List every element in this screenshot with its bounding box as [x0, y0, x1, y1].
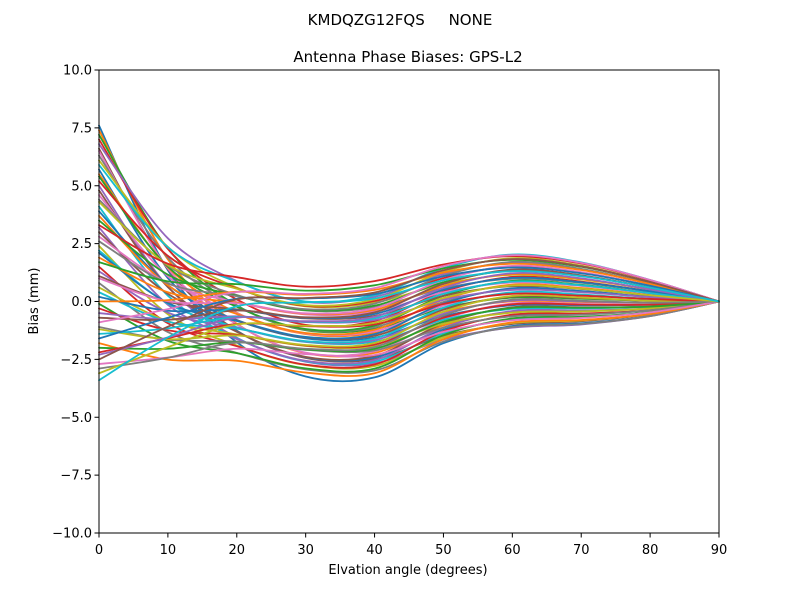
x-axis-ticks: 0 10 20 30 40 50 60 70 80 90	[95, 533, 727, 558]
x-tick-label: 30	[297, 543, 314, 558]
x-tick-label: 50	[435, 543, 452, 558]
y-tick-label: −5.0	[60, 411, 92, 426]
bias-curve-56	[98, 300, 720, 365]
x-tick-label: 0	[95, 543, 103, 558]
x-tick-label: 70	[573, 543, 590, 558]
bias-curve-55	[98, 258, 720, 361]
bias-curve-48	[98, 294, 720, 348]
x-tick-label: 20	[229, 543, 246, 558]
axes-title: Antenna Phase Biases: GPS-L2	[293, 48, 522, 66]
bias-curve-50	[98, 266, 720, 340]
y-tick-label: 5.0	[71, 179, 92, 194]
y-tick-label: 7.5	[71, 121, 92, 136]
x-tick-label: 10	[160, 543, 177, 558]
bias-curve-46	[98, 254, 720, 324]
y-tick-label: 0.0	[71, 295, 92, 310]
bias-curve-57	[98, 297, 720, 370]
bias-curve-54	[98, 272, 720, 356]
bias-curve-49	[98, 280, 720, 335]
bias-curve-53	[98, 292, 720, 354]
x-axis-label: Elvation angle (degrees)	[328, 563, 487, 578]
bias-curve-47	[98, 300, 720, 354]
bias-curves	[98, 124, 720, 383]
bias-curve-51	[98, 300, 720, 377]
y-tick-label: −2.5	[60, 353, 92, 368]
figure-suptitle: KMDQZG12FQS NONE	[308, 11, 493, 29]
y-tick-label: 2.5	[71, 237, 92, 252]
x-tick-label: 40	[366, 543, 383, 558]
x-tick-label: 90	[711, 543, 728, 558]
x-tick-label: 80	[642, 543, 659, 558]
y-axis-label: Bias (mm)	[27, 268, 42, 335]
x-tick-label: 60	[504, 543, 521, 558]
bias-curve-0	[98, 124, 720, 383]
y-tick-label: −7.5	[60, 469, 92, 484]
bias-curve-58	[98, 284, 720, 375]
bias-curve-59	[98, 270, 720, 382]
y-tick-label: −10.0	[52, 527, 92, 542]
y-axis-ticks: 10.0 7.5 5.0 2.5 0.0 −2.5 −5.0 −7.5 −10.0	[52, 64, 99, 542]
bias-curve-52	[98, 300, 720, 353]
y-tick-label: 10.0	[63, 64, 92, 79]
